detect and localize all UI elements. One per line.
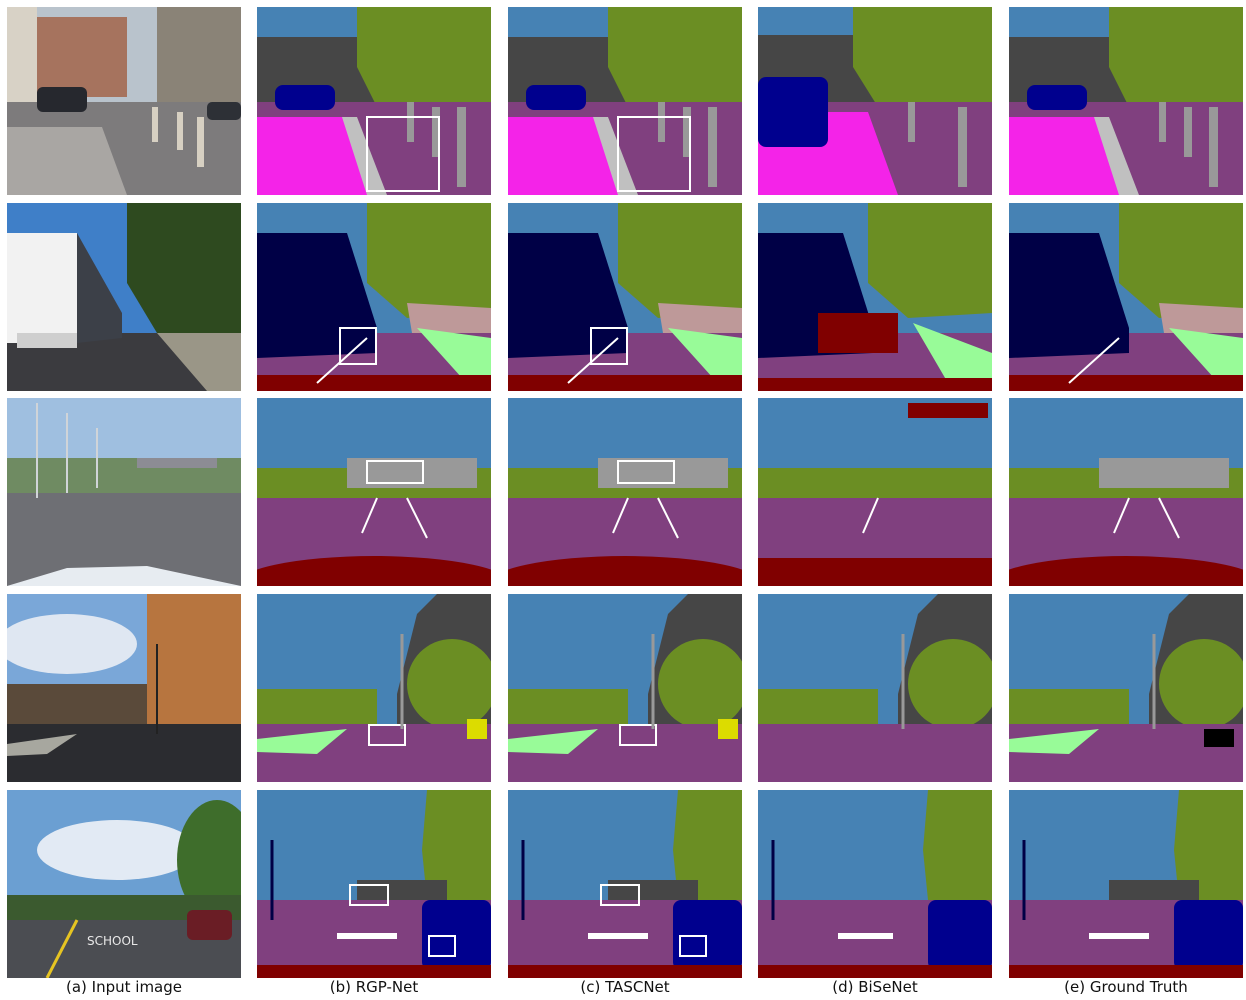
row3-rgpnet-prediction: [257, 398, 491, 586]
row3-input-image: [7, 398, 241, 586]
row4-input-image: [7, 594, 241, 782]
caption-tascnet: (c) TASCNet: [580, 978, 670, 996]
row5-bisenet-prediction: [758, 790, 992, 978]
row3-tascnet-prediction: [508, 398, 742, 586]
row3-ground-truth: [1009, 398, 1243, 586]
row4-rgpnet-prediction: [257, 594, 491, 782]
caption-ground-truth: (e) Ground Truth: [1064, 978, 1188, 996]
caption-rgpnet: (b) RGP-Net: [329, 978, 419, 996]
row1-input-image: [7, 7, 241, 195]
row2-rgpnet-prediction: [257, 203, 491, 391]
row1-bisenet-prediction: [758, 7, 992, 195]
row1-tascnet-prediction: [508, 7, 742, 195]
row5-tascnet-prediction: [508, 790, 742, 978]
row2-ground-truth: [1009, 203, 1243, 391]
caption-input-image: (a) Input image: [66, 978, 182, 996]
row4-tascnet-prediction: [508, 594, 742, 782]
caption-bisenet: (d) BiSeNet: [832, 978, 918, 996]
row5-ground-truth: [1009, 790, 1243, 978]
row4-bisenet-prediction: [758, 594, 992, 782]
row5-input-image: SCHOOL: [7, 790, 241, 978]
row4-ground-truth: [1009, 594, 1243, 782]
row1-rgpnet-prediction: [257, 7, 491, 195]
school-road-marking: SCHOOL: [87, 934, 138, 948]
row2-bisenet-prediction: [758, 203, 992, 391]
row1-ground-truth: [1009, 7, 1243, 195]
row2-tascnet-prediction: [508, 203, 742, 391]
row3-bisenet-prediction: [758, 398, 992, 586]
row2-input-image: [7, 203, 241, 391]
row5-rgpnet-prediction: [257, 790, 491, 978]
